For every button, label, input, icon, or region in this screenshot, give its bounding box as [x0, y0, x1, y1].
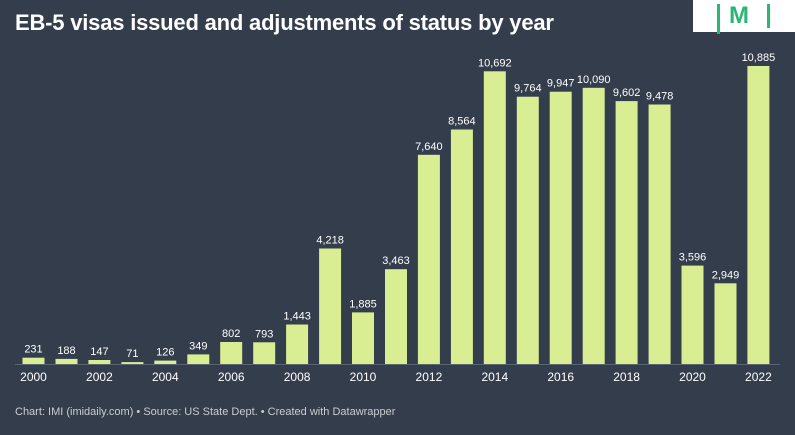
x-tick-label-2008: 2008 [284, 370, 311, 384]
x-tick-label-2014: 2014 [481, 370, 508, 384]
x-tick-label-2020: 2020 [679, 370, 706, 384]
bar-2018 [615, 101, 638, 364]
value-label-2007: 793 [255, 328, 273, 340]
x-tick-label-2016: 2016 [547, 370, 574, 384]
bar-2006 [220, 342, 243, 364]
value-label-2020: 3,596 [679, 252, 707, 264]
bar-2008 [286, 324, 309, 364]
imi-logo: M [693, 0, 795, 34]
value-label-2005: 349 [189, 340, 207, 352]
value-label-2017: 10,090 [577, 74, 611, 86]
value-label-2016: 9,947 [547, 78, 575, 90]
footer-separator-1: • [133, 406, 144, 418]
value-label-2001: 188 [57, 345, 75, 357]
value-label-2013: 8,564 [448, 116, 476, 128]
value-label-2002: 147 [90, 346, 108, 358]
value-label-2014: 10,692 [478, 57, 512, 69]
created-with: Created with Datawrapper [267, 406, 396, 418]
bar-2003 [121, 362, 144, 364]
bar-2010 [352, 312, 374, 364]
logo-letter: M [729, 2, 750, 29]
bar-2019 [648, 104, 671, 364]
value-label-2000: 231 [24, 344, 42, 356]
x-tick-label-2022: 2022 [745, 370, 772, 384]
value-label-2008: 1,443 [283, 311, 311, 323]
value-label-2009: 4,218 [316, 235, 344, 247]
bar-2015 [516, 96, 539, 364]
logo-bar-right [767, 4, 770, 28]
bar-2014 [483, 71, 506, 365]
bar-2022 [747, 66, 770, 364]
value-label-2003: 71 [126, 348, 138, 360]
footer-separator-2: • [257, 406, 268, 418]
bar-2001 [55, 358, 78, 364]
value-label-2015: 9,764 [514, 83, 542, 95]
x-tick-label-2018: 2018 [613, 370, 640, 384]
x-tick-label-2006: 2006 [218, 370, 245, 384]
logo-bar-left [717, 4, 720, 34]
bar-2009 [319, 248, 342, 364]
bar-2007 [253, 342, 276, 364]
value-label-2006: 802 [222, 328, 240, 340]
x-tick-label-2002: 2002 [86, 370, 113, 384]
value-label-2004: 126 [156, 347, 174, 359]
value-label-2021: 2,949 [712, 269, 740, 281]
bar-2017 [582, 87, 605, 365]
value-label-2011: 3,463 [382, 255, 410, 267]
value-label-2022: 10,885 [742, 52, 776, 64]
value-label-2012: 7,640 [415, 141, 443, 153]
x-tick-label-2012: 2012 [416, 370, 443, 384]
bar-2016 [549, 91, 572, 364]
x-tick-label-2010: 2010 [350, 370, 377, 384]
bar-2011 [385, 269, 407, 364]
bar-2021 [714, 283, 737, 364]
bar-2002 [88, 360, 111, 364]
chart-source: Source: US State Dept. [143, 406, 258, 418]
bar-2013 [450, 129, 473, 364]
chart-footer: Chart: IMI (imidaily.com) • Source: US S… [15, 406, 395, 418]
value-label-2010: 1,885 [349, 298, 377, 310]
bar-2000 [22, 357, 45, 364]
x-tick-label-2004: 2004 [152, 370, 179, 384]
bar-2012 [417, 154, 440, 364]
bar-2020 [681, 265, 704, 364]
bar-2005 [187, 354, 210, 364]
chart-title: EB-5 visas issued and adjustments of sta… [15, 10, 554, 35]
value-label-2018: 9,602 [613, 87, 641, 99]
chart-credit: Chart: IMI (imidaily.com) [15, 406, 134, 418]
bar-2004 [154, 360, 177, 364]
value-label-2019: 9,478 [646, 91, 674, 103]
x-tick-label-2000: 2000 [20, 370, 47, 384]
